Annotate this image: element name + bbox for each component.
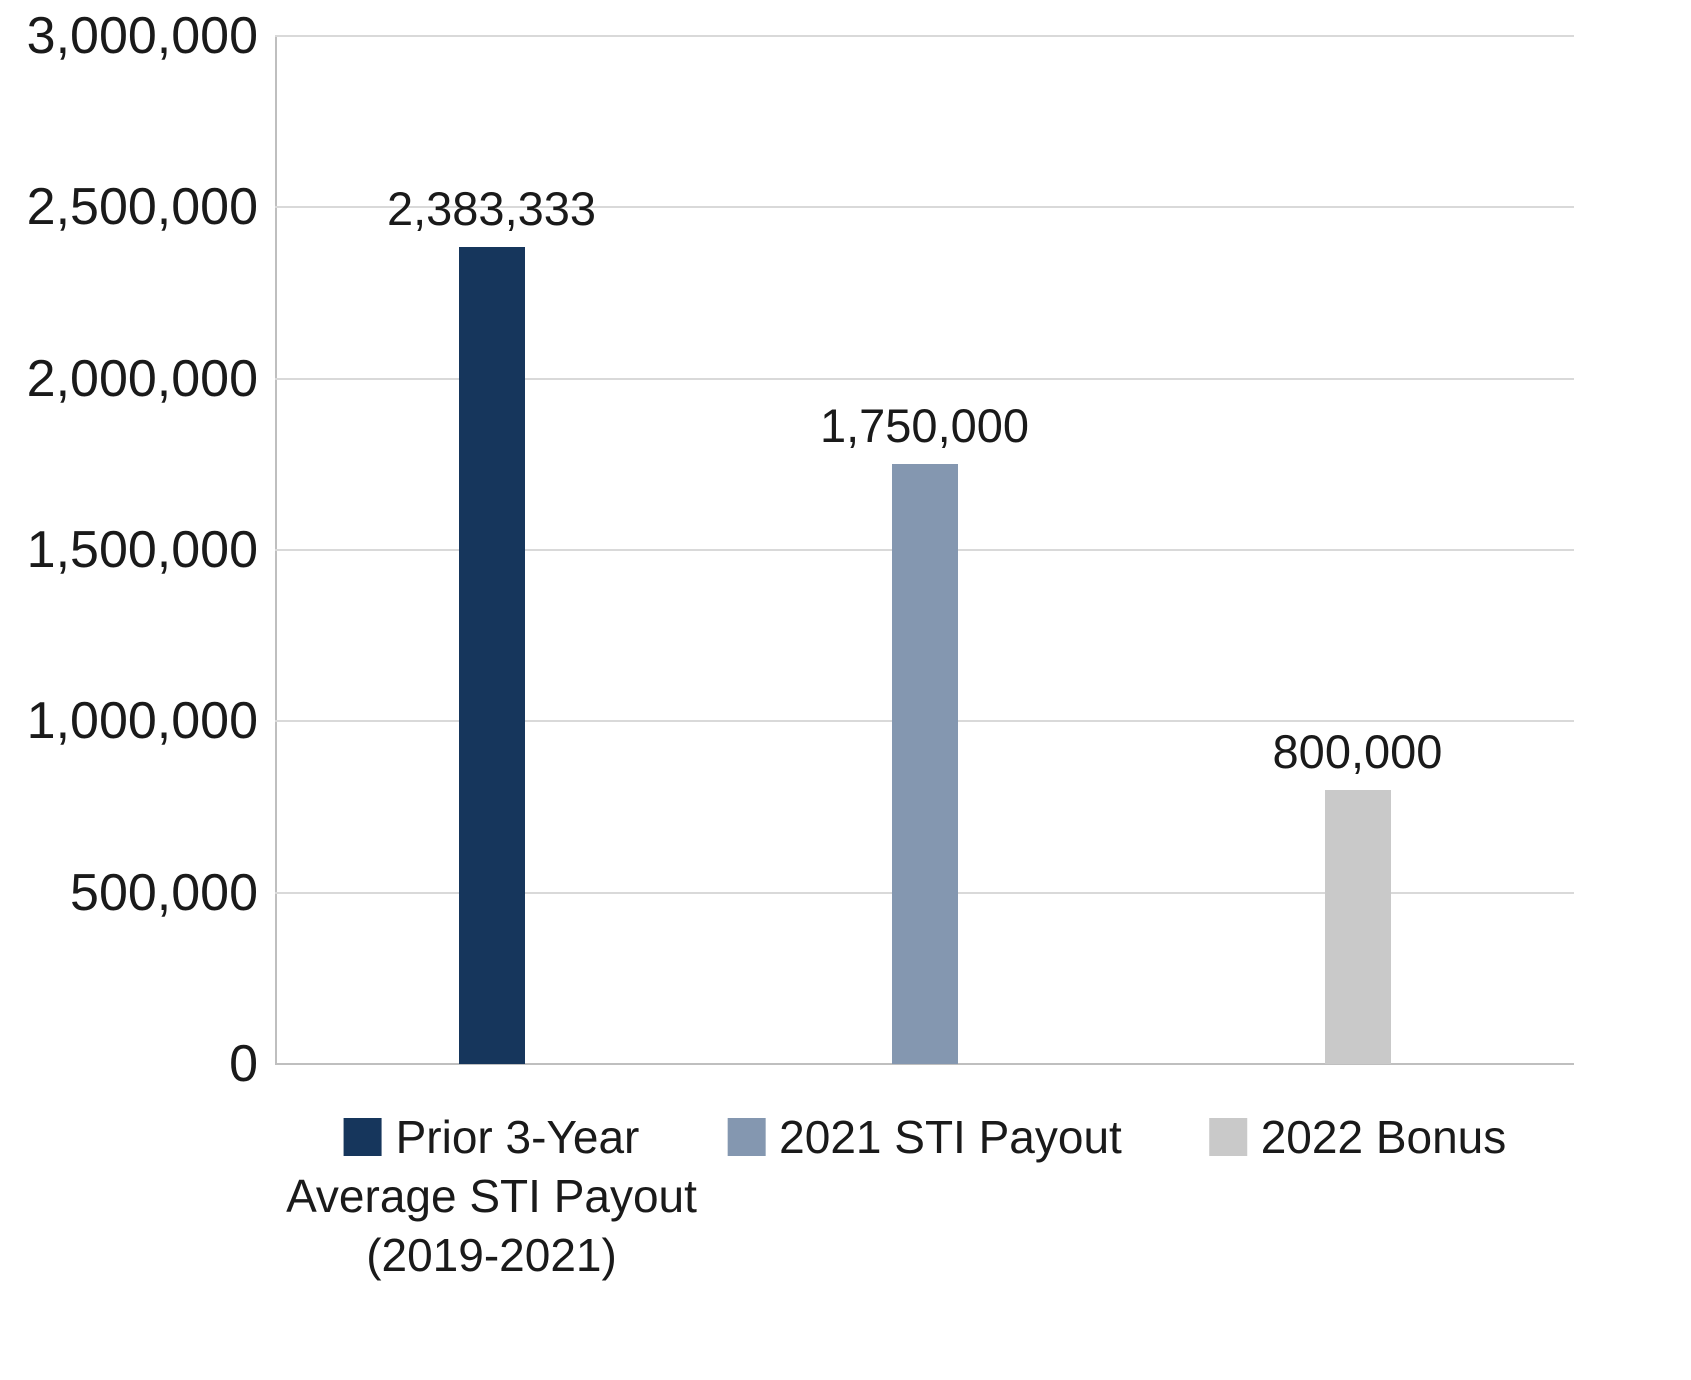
bar-1 — [458, 247, 525, 1064]
legend-marker-icon — [1208, 1118, 1247, 1156]
legend-item-3: 2022 Bonus — [1208, 1108, 1507, 1167]
y-tick-label: 1,000,000 — [26, 692, 258, 751]
y-tick-label: 1,500,000 — [26, 521, 258, 579]
legend-label: Prior 3-Year Average STI Payout (2019-20… — [286, 1111, 697, 1281]
y-tick-label: 2,000,000 — [26, 349, 258, 408]
bar-2 — [891, 464, 958, 1064]
bar-data-label: 2,383,333 — [386, 182, 597, 236]
gridline — [275, 35, 1574, 37]
y-tick-label: 500,000 — [70, 863, 258, 922]
legend-item-2: 2021 STI Payout — [727, 1108, 1122, 1167]
legend-label: 2021 STI Payout — [779, 1111, 1122, 1163]
x-axis-line — [275, 1063, 1574, 1065]
gridline — [275, 206, 1574, 209]
bar-3 — [1324, 789, 1391, 1064]
legend-label: 2022 Bonus — [1260, 1111, 1507, 1163]
legend-marker-icon — [343, 1118, 382, 1156]
legend-marker-icon — [727, 1118, 766, 1156]
legend-item-1: Prior 3-Year Average STI Payout (2019-20… — [286, 1108, 697, 1285]
y-tick-label: 2,500,000 — [26, 178, 258, 237]
bar-data-label: 800,000 — [1272, 724, 1443, 778]
bar-data-label: 1,750,000 — [819, 399, 1030, 453]
gridline — [275, 377, 1574, 380]
y-tick-label: 3,000,000 — [26, 7, 258, 65]
y-tick-label: 0 — [229, 1035, 258, 1093]
